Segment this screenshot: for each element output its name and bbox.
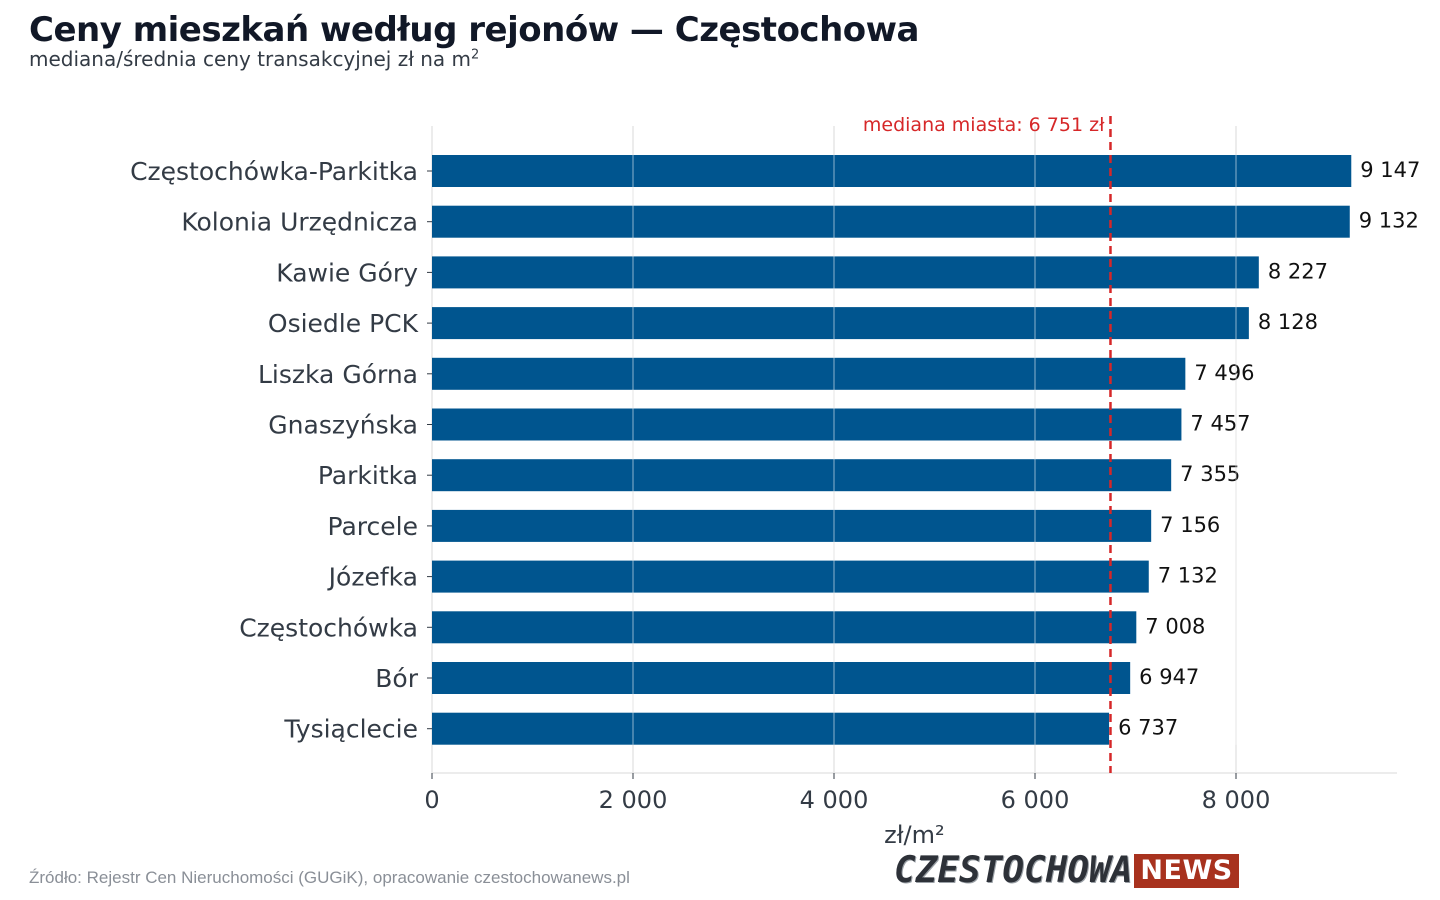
bar[interactable] [432,307,1249,340]
data-label: 7 457 [1190,412,1250,436]
bar[interactable] [432,256,1259,289]
data-label: 9 132 [1359,209,1419,233]
bar[interactable] [432,662,1131,694]
y-tick-label: Częstochówka [239,613,418,642]
y-tick-label: Bór [375,664,418,693]
y-tick-label: Częstochówka-Parkitka [130,157,418,186]
median-reference-label: mediana miasta: 6 751 zł [863,114,1105,136]
x-tick-label: 6 000 [1001,786,1070,814]
bar[interactable] [432,205,1350,238]
y-tick-label: Kolonia Urzędnicza [181,208,418,237]
data-label: 7 496 [1194,361,1254,385]
x-tick-label: 4 000 [800,786,869,814]
chart-subtitle: mediana/średnia ceny transakcyjnej zł na… [29,47,479,71]
data-label: 7 156 [1160,513,1220,537]
bar[interactable] [432,408,1182,441]
subtitle-superscript: 2 [471,47,480,63]
bar[interactable] [432,155,1352,187]
y-tick-label: Osiedle PCK [268,309,419,338]
bar[interactable] [432,509,1152,542]
y-tick-label: Józefka [327,563,418,592]
bar[interactable] [432,560,1149,593]
bar[interactable] [432,611,1137,644]
y-tick-label: Liszka Górna [258,360,418,389]
data-label: 8 128 [1258,310,1318,334]
y-tick-label: Kawie Góry [276,258,418,287]
bar[interactable] [432,459,1172,492]
logo-news-badge: NEWS [1134,854,1239,888]
subtitle-text: mediana/średnia ceny transakcyjnej zł na… [29,47,472,71]
x-tick-label: 8 000 [1202,786,1271,814]
bar-chart: Częstochówka-Parkitka 9 147 Kolonia Urzędn… [130,114,1420,849]
data-label: 8 227 [1268,259,1328,283]
data-label: 7 008 [1145,614,1205,638]
y-tick-label: Parkitka [318,461,418,490]
data-label: 7 355 [1180,462,1240,486]
x-tick-label: 0 [424,786,439,814]
y-tick-label: Parcele [328,512,418,541]
data-label: 7 132 [1158,564,1218,588]
bar[interactable] [432,712,1110,745]
y-tick-label: Tysiąclecie [283,715,418,744]
data-label: 6 947 [1139,665,1199,689]
source-note: Źródło: Rejestr Cen Nieruchomości (GUGiK… [29,868,630,887]
x-axis-label: zł/m² [884,821,945,849]
data-label: 9 147 [1360,158,1420,182]
y-tick-label: Gnaszyńska [268,411,418,440]
bar[interactable] [432,357,1186,390]
publisher-logo[interactable]: CZESTOCHOWA NEWS [894,850,1239,891]
chart-title: Ceny mieszkań według rejonów — Częstocho… [29,10,920,50]
data-label: 6 737 [1118,716,1178,740]
logo-main-text: CZESTOCHOWA [894,850,1133,891]
x-tick-label: 2 000 [599,786,668,814]
